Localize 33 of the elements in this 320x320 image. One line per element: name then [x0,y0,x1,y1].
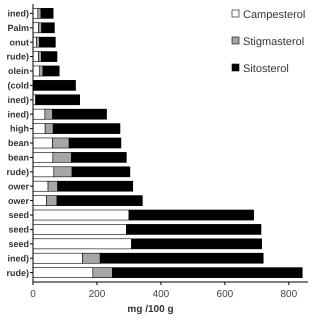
bar [42,66,60,76]
legend-label: Campesterol [243,8,306,21]
bar [41,22,55,34]
legend-label: Stigmasterol [243,36,304,48]
y-tick-label: rude) [6,166,30,177]
y-tick-label: olein [8,66,29,76]
y-tick-label: ower [8,196,30,206]
bar [40,8,54,19]
bar [41,51,58,62]
y-tick-label: ined) [8,94,29,105]
y-tick-label: bean [8,152,29,163]
x-tick-label: 800 [280,289,298,300]
y-tick-label: ined) [8,253,29,264]
y-tick-label: high [10,124,29,134]
y-tick-label: ined) [8,109,29,120]
y-tick-label: (cold [8,80,29,91]
y-tick-label: bean [8,138,29,148]
y-tick-label: rude) [6,52,30,62]
legend-label: Sitosterol [243,62,289,75]
x-axis-title: mg /100 g [127,304,174,315]
y-tick-label: rude) [6,268,30,278]
y-tick-label: seed [8,210,29,220]
y-tick-label: seed [8,238,29,249]
x-tick-label: 600 [216,289,234,300]
y-tick-label: Palm [7,22,29,33]
y-tick-label: ower [8,181,30,192]
x-tick-label: 400 [152,289,170,300]
x-tick-label: 200 [88,289,106,300]
y-tick-label: ined) [8,8,29,19]
y-tick-label: seed [8,224,29,235]
y-tick-label: onut [10,37,29,48]
x-tick-label: 0 [30,289,36,300]
bar [39,36,56,48]
